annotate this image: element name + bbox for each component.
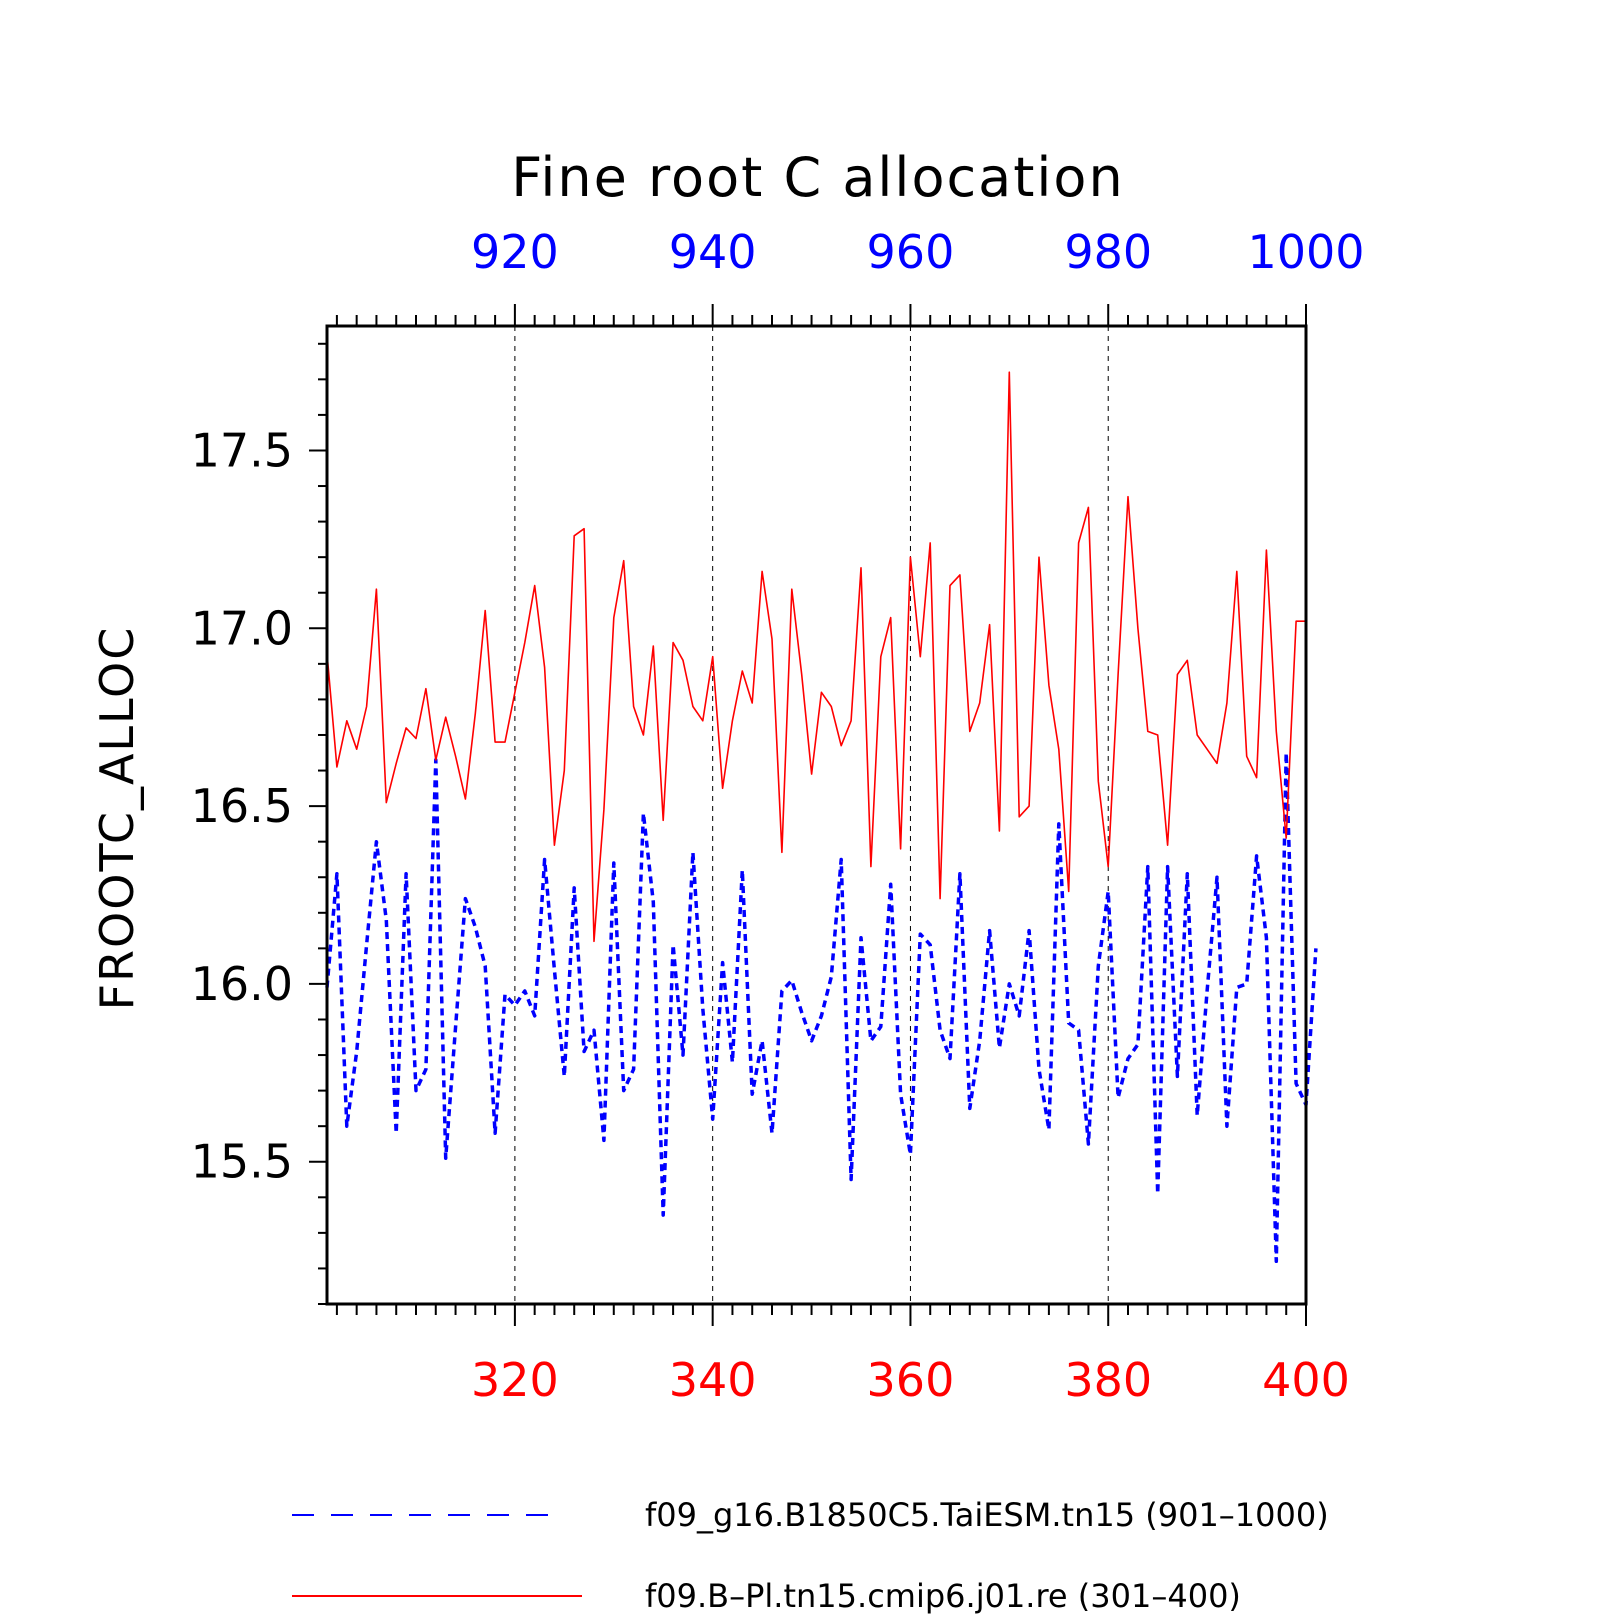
y-tick-label: 15.5 <box>191 1135 293 1189</box>
legend: f09_g16.B1850C5.TaiESM.tn15 (901–1000) f0… <box>292 1496 1329 1615</box>
plot-border <box>325 324 1308 1306</box>
bottom-x-tick-label: 360 <box>867 1353 955 1407</box>
y-tick-label: 16.5 <box>191 779 293 833</box>
bottom-x-tick-label: 400 <box>1262 1353 1350 1407</box>
top-x-tick-label: 940 <box>669 225 757 279</box>
y-tick-label: 17.0 <box>191 601 293 655</box>
legend-label-2: f09.B–Pl.tn15.cmip6.j01.re (301–400) <box>645 1577 1241 1615</box>
tick-labels: 15.5 16.0 16.5 17.0 17.5 320 340 360 380 400 920 94… <box>191 225 1365 1407</box>
bottom-x-tick-label: 380 <box>1064 1353 1152 1407</box>
chart-title: Fine root C allocation <box>511 146 1124 209</box>
bottom-x-tick-label: 340 <box>669 1353 757 1407</box>
top-x-tick-label: 960 <box>867 225 955 279</box>
axis-ticks <box>309 304 1307 1326</box>
y-axis-label: FROOTC_ALLOC <box>90 626 144 1011</box>
top-x-tick-label: 920 <box>471 225 559 279</box>
legend-label-1: f09_g16.B1850C5.TaiESM.tn15 (901–1000) <box>645 1496 1329 1534</box>
grid-lines <box>514 326 1109 1304</box>
top-x-tick-label: 980 <box>1064 225 1152 279</box>
plot-frame <box>325 324 1308 1306</box>
y-tick-label: 16.0 <box>191 957 293 1011</box>
series-line-1 <box>325 751 1318 1264</box>
bottom-x-tick-label: 320 <box>471 1353 559 1407</box>
series-group <box>325 371 1318 1264</box>
y-tick-label: 17.5 <box>191 423 293 477</box>
top-x-tick-label: 1000 <box>1247 225 1364 279</box>
series-line-2 <box>326 371 1306 943</box>
